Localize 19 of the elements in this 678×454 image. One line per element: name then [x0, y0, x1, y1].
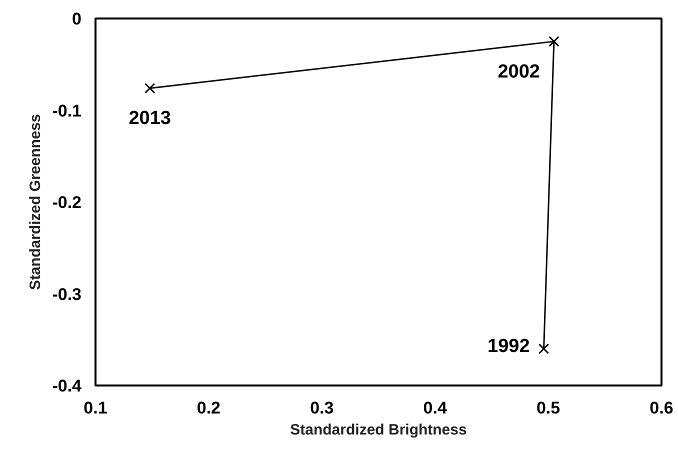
x-tick-label: 0.2	[196, 398, 221, 418]
point	[538, 343, 550, 354]
point	[548, 36, 560, 47]
x-tick-label: 0.6	[650, 398, 674, 418]
x-tick-label: 0.5	[536, 398, 560, 418]
annotation: 1992	[488, 336, 530, 357]
y-tick-label: -0.3	[52, 284, 82, 304]
x-tick-label: 0.3	[310, 398, 334, 418]
annotation: 2013	[128, 108, 171, 130]
y-tick-label: -0.4	[52, 376, 82, 396]
y-axis-title: Standardized Greenness	[27, 114, 44, 290]
y-tick-label: 0	[72, 10, 82, 28]
annotation: 2002	[498, 61, 540, 82]
x-tick-label: 0.1	[84, 398, 108, 418]
x-axis-title: Standardized Brightness	[290, 422, 467, 438]
y-tick-label: -0.2	[52, 193, 82, 212]
point	[144, 82, 156, 94]
y-tick-label: -0.1	[52, 101, 82, 120]
x-tick-label: 0.4	[423, 398, 448, 418]
